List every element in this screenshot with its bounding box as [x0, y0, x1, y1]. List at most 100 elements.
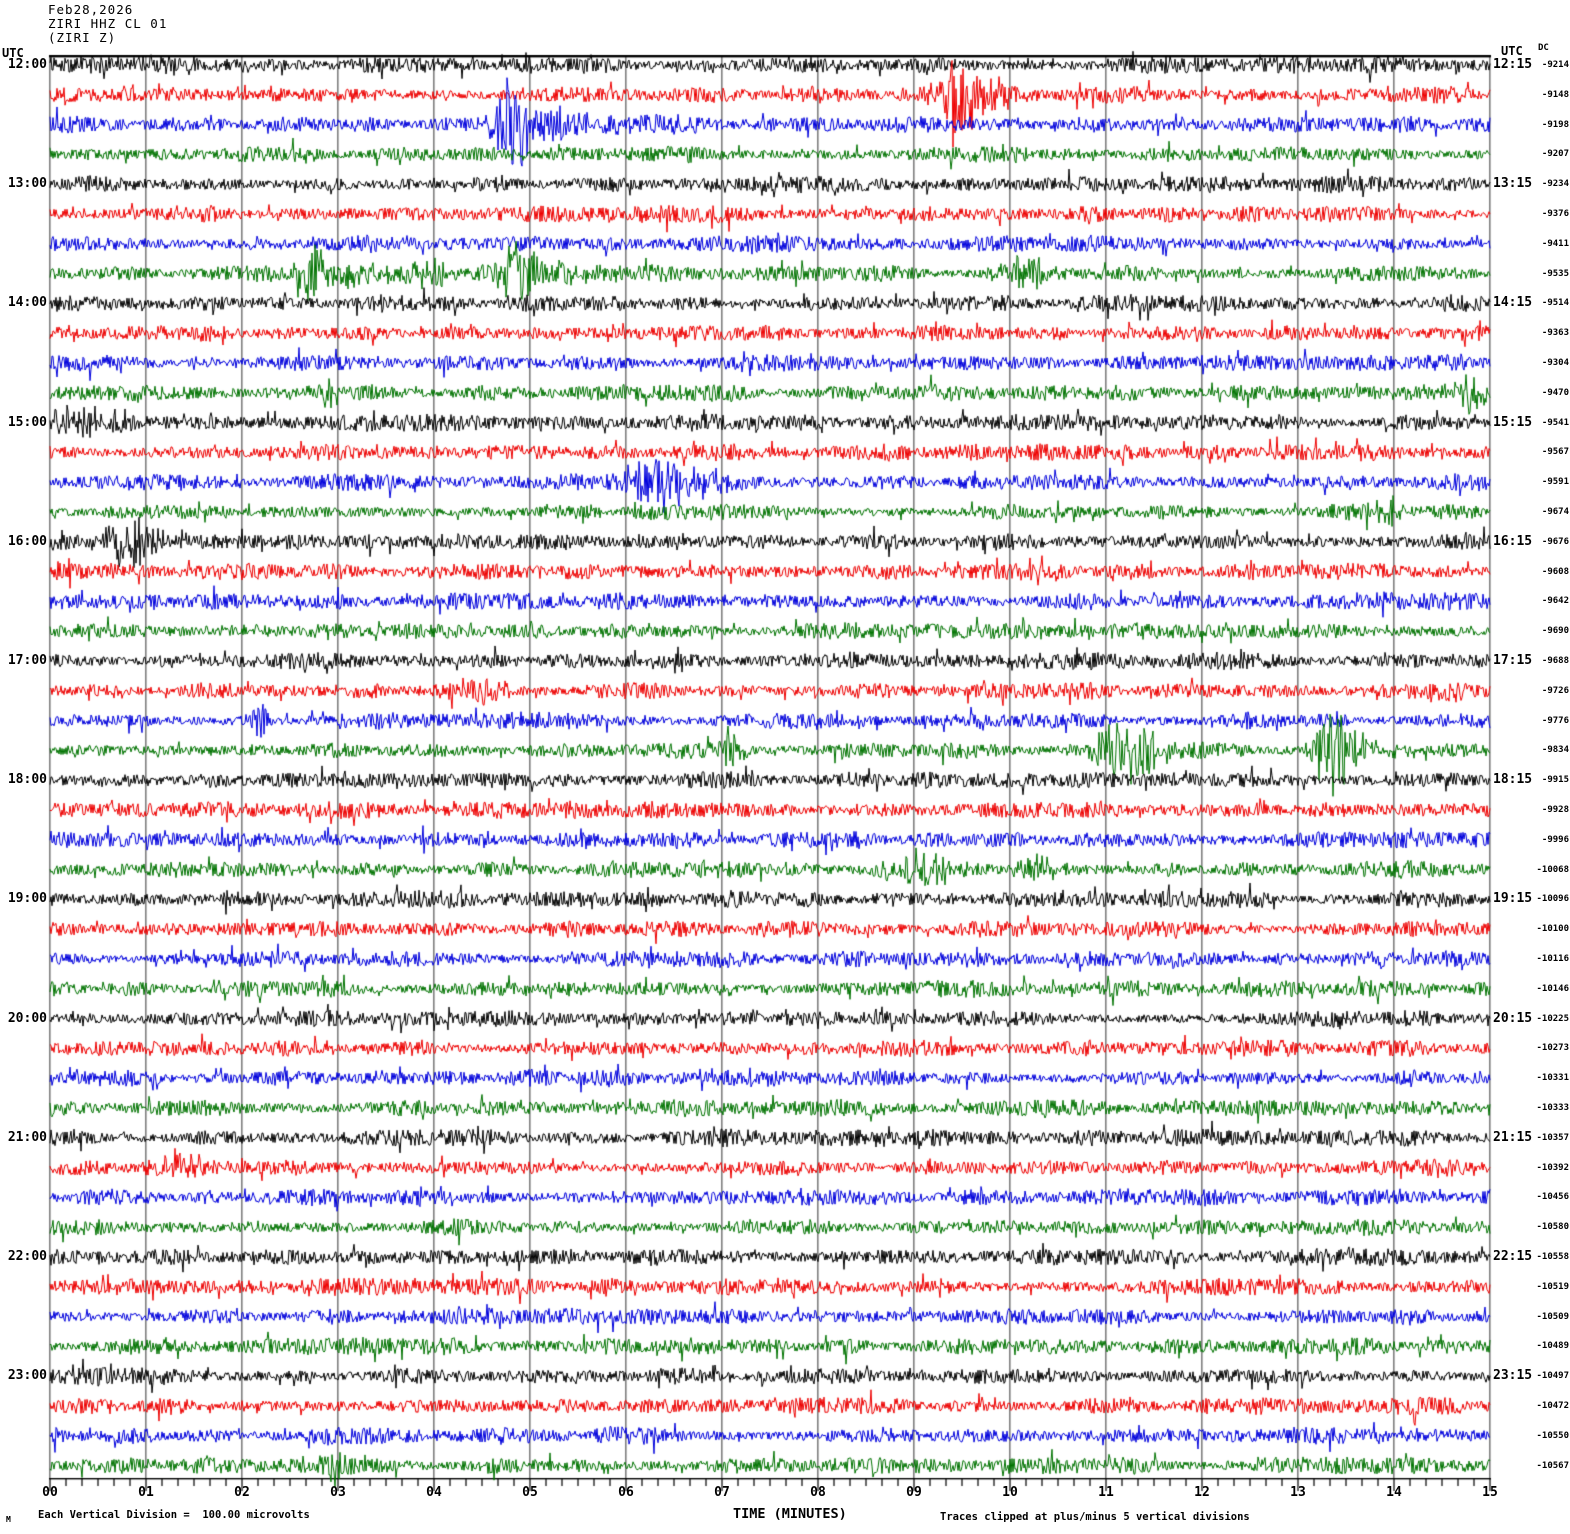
- x-axis-tick-label: 13: [1290, 1485, 1306, 1500]
- right-time-label: 12:15: [1493, 57, 1533, 72]
- dc-value: -10580: [1536, 1222, 1569, 1233]
- dc-value: -10146: [1536, 983, 1569, 994]
- dc-value: -9690: [1541, 626, 1569, 637]
- x-axis-tick-label: 10: [1002, 1485, 1018, 1500]
- x-axis-tick-label: 08: [810, 1485, 826, 1500]
- left-time-label: 22:00: [7, 1249, 47, 1264]
- dc-value: -10331: [1536, 1073, 1569, 1084]
- dc-value: -10225: [1536, 1013, 1569, 1024]
- header-block: Feb28,2026 ZIRI HHZ CL 01 (ZIRI Z): [48, 3, 167, 45]
- x-axis-tick-label: 09: [906, 1485, 922, 1500]
- left-time-label: 13:00: [7, 176, 47, 192]
- right-time-label: 13:15: [1493, 176, 1533, 192]
- dc-value: -9535: [1541, 268, 1569, 279]
- dc-value: -10550: [1536, 1430, 1569, 1441]
- dc-value: -10100: [1536, 924, 1569, 935]
- header-station: ZIRI HHZ CL 01: [48, 16, 168, 31]
- x-axis-title: TIME (MINUTES): [733, 1506, 847, 1522]
- dc-value: -9148: [1541, 89, 1569, 100]
- dc-value: -9376: [1541, 209, 1569, 219]
- right-time-label: 14:15: [1493, 295, 1533, 311]
- dc-value: -9674: [1541, 507, 1569, 517]
- dc-value: -10273: [1536, 1043, 1569, 1054]
- x-axis-tick-label: 05: [522, 1485, 538, 1500]
- left-time-label: 23:00: [7, 1368, 47, 1384]
- dc-value: -9198: [1541, 119, 1569, 130]
- dc-value: -9776: [1541, 715, 1569, 726]
- right-time-label: 20:15: [1493, 1010, 1533, 1026]
- right-time-label: 23:15: [1493, 1368, 1533, 1384]
- x-axis-tick-label: 11: [1098, 1485, 1114, 1500]
- x-axis-tick-label: 03: [330, 1485, 346, 1500]
- dc-value: -9207: [1541, 149, 1569, 160]
- header-channel: (ZIRI Z): [48, 30, 117, 45]
- utc-column-header-right: UTC: [1501, 44, 1523, 58]
- dc-value: -10558: [1536, 1252, 1569, 1262]
- dc-value: -10472: [1536, 1401, 1569, 1411]
- dc-value: -10497: [1536, 1371, 1569, 1382]
- dc-value: -10392: [1536, 1162, 1569, 1173]
- dc-value: -9470: [1541, 387, 1569, 398]
- x-axis-tick-label: 06: [618, 1485, 634, 1500]
- dc-value: -9567: [1541, 447, 1569, 458]
- clip-note: Traces clipped at plus/minus 5 vertical …: [940, 1511, 1250, 1523]
- x-axis-tick-label: 15: [1482, 1485, 1498, 1500]
- x-axis-tick-label: 04: [426, 1485, 442, 1500]
- dc-value: -10357: [1536, 1132, 1569, 1143]
- dc-value: -10456: [1536, 1192, 1569, 1203]
- right-time-label: 18:15: [1493, 772, 1533, 788]
- header-date: Feb28,2026: [48, 2, 134, 17]
- dc-value: -10567: [1536, 1460, 1569, 1471]
- dc-value: -10509: [1536, 1311, 1569, 1322]
- left-time-label: 15:00: [7, 414, 47, 430]
- left-time-label: 18:00: [7, 772, 47, 788]
- dc-value: -9411: [1541, 238, 1569, 249]
- dc-value: -9928: [1541, 805, 1569, 815]
- utc-column-header-left: UTC: [2, 46, 24, 60]
- dc-value: -9591: [1541, 477, 1569, 488]
- dc-value: -9726: [1541, 685, 1569, 696]
- x-axis-tick-label: 14: [1386, 1485, 1402, 1500]
- dc-value: -9234: [1541, 179, 1569, 190]
- dc-value: -9834: [1541, 745, 1569, 756]
- x-axis-tick-label: 01: [138, 1485, 154, 1500]
- left-time-label: 19:00: [7, 891, 47, 907]
- dc-value: -9996: [1541, 834, 1569, 845]
- dc-value: -10519: [1536, 1281, 1569, 1292]
- dc-value: -10068: [1536, 864, 1569, 875]
- dc-value: -9608: [1541, 566, 1569, 577]
- dc-value: -9363: [1541, 328, 1569, 339]
- dc-value: -10116: [1536, 954, 1569, 964]
- dc-value: -9688: [1541, 656, 1569, 666]
- dc-value: -10489: [1536, 1341, 1569, 1352]
- x-axis-tick-label: 12: [1194, 1485, 1210, 1500]
- dc-value: -9304: [1541, 358, 1569, 368]
- left-time-label: 12:00: [7, 57, 47, 72]
- dc-value: -9642: [1541, 596, 1569, 607]
- scale-note: Each Vertical Division = 100.00 microvol…: [38, 1509, 310, 1521]
- dc-value: -9676: [1541, 536, 1569, 547]
- right-time-label: 22:15: [1493, 1249, 1533, 1264]
- x-axis-tick-label: 00: [42, 1485, 58, 1500]
- dc-value: -9214: [1541, 60, 1569, 70]
- watermark-glyph: M: [6, 1515, 11, 1524]
- left-time-label: 21:00: [7, 1129, 47, 1145]
- left-time-label: 20:00: [7, 1010, 47, 1026]
- left-time-label: 14:00: [7, 295, 47, 311]
- x-axis-tick-label: 07: [714, 1485, 730, 1500]
- dc-value: -9915: [1541, 775, 1569, 786]
- dc-value: -10333: [1536, 1103, 1569, 1113]
- right-time-label: 17:15: [1493, 653, 1533, 668]
- dc-value: -9514: [1541, 298, 1569, 309]
- x-axis-tick-label: 02: [234, 1485, 250, 1500]
- left-time-label: 16:00: [7, 533, 47, 549]
- left-time-label: 17:00: [7, 653, 47, 668]
- right-time-label: 16:15: [1493, 533, 1533, 549]
- dc-value: -9541: [1541, 417, 1569, 428]
- dc-value: -10096: [1536, 894, 1569, 905]
- right-time-label: 21:15: [1493, 1129, 1533, 1145]
- dc-column-header: DC: [1538, 43, 1549, 53]
- right-time-label: 15:15: [1493, 414, 1533, 430]
